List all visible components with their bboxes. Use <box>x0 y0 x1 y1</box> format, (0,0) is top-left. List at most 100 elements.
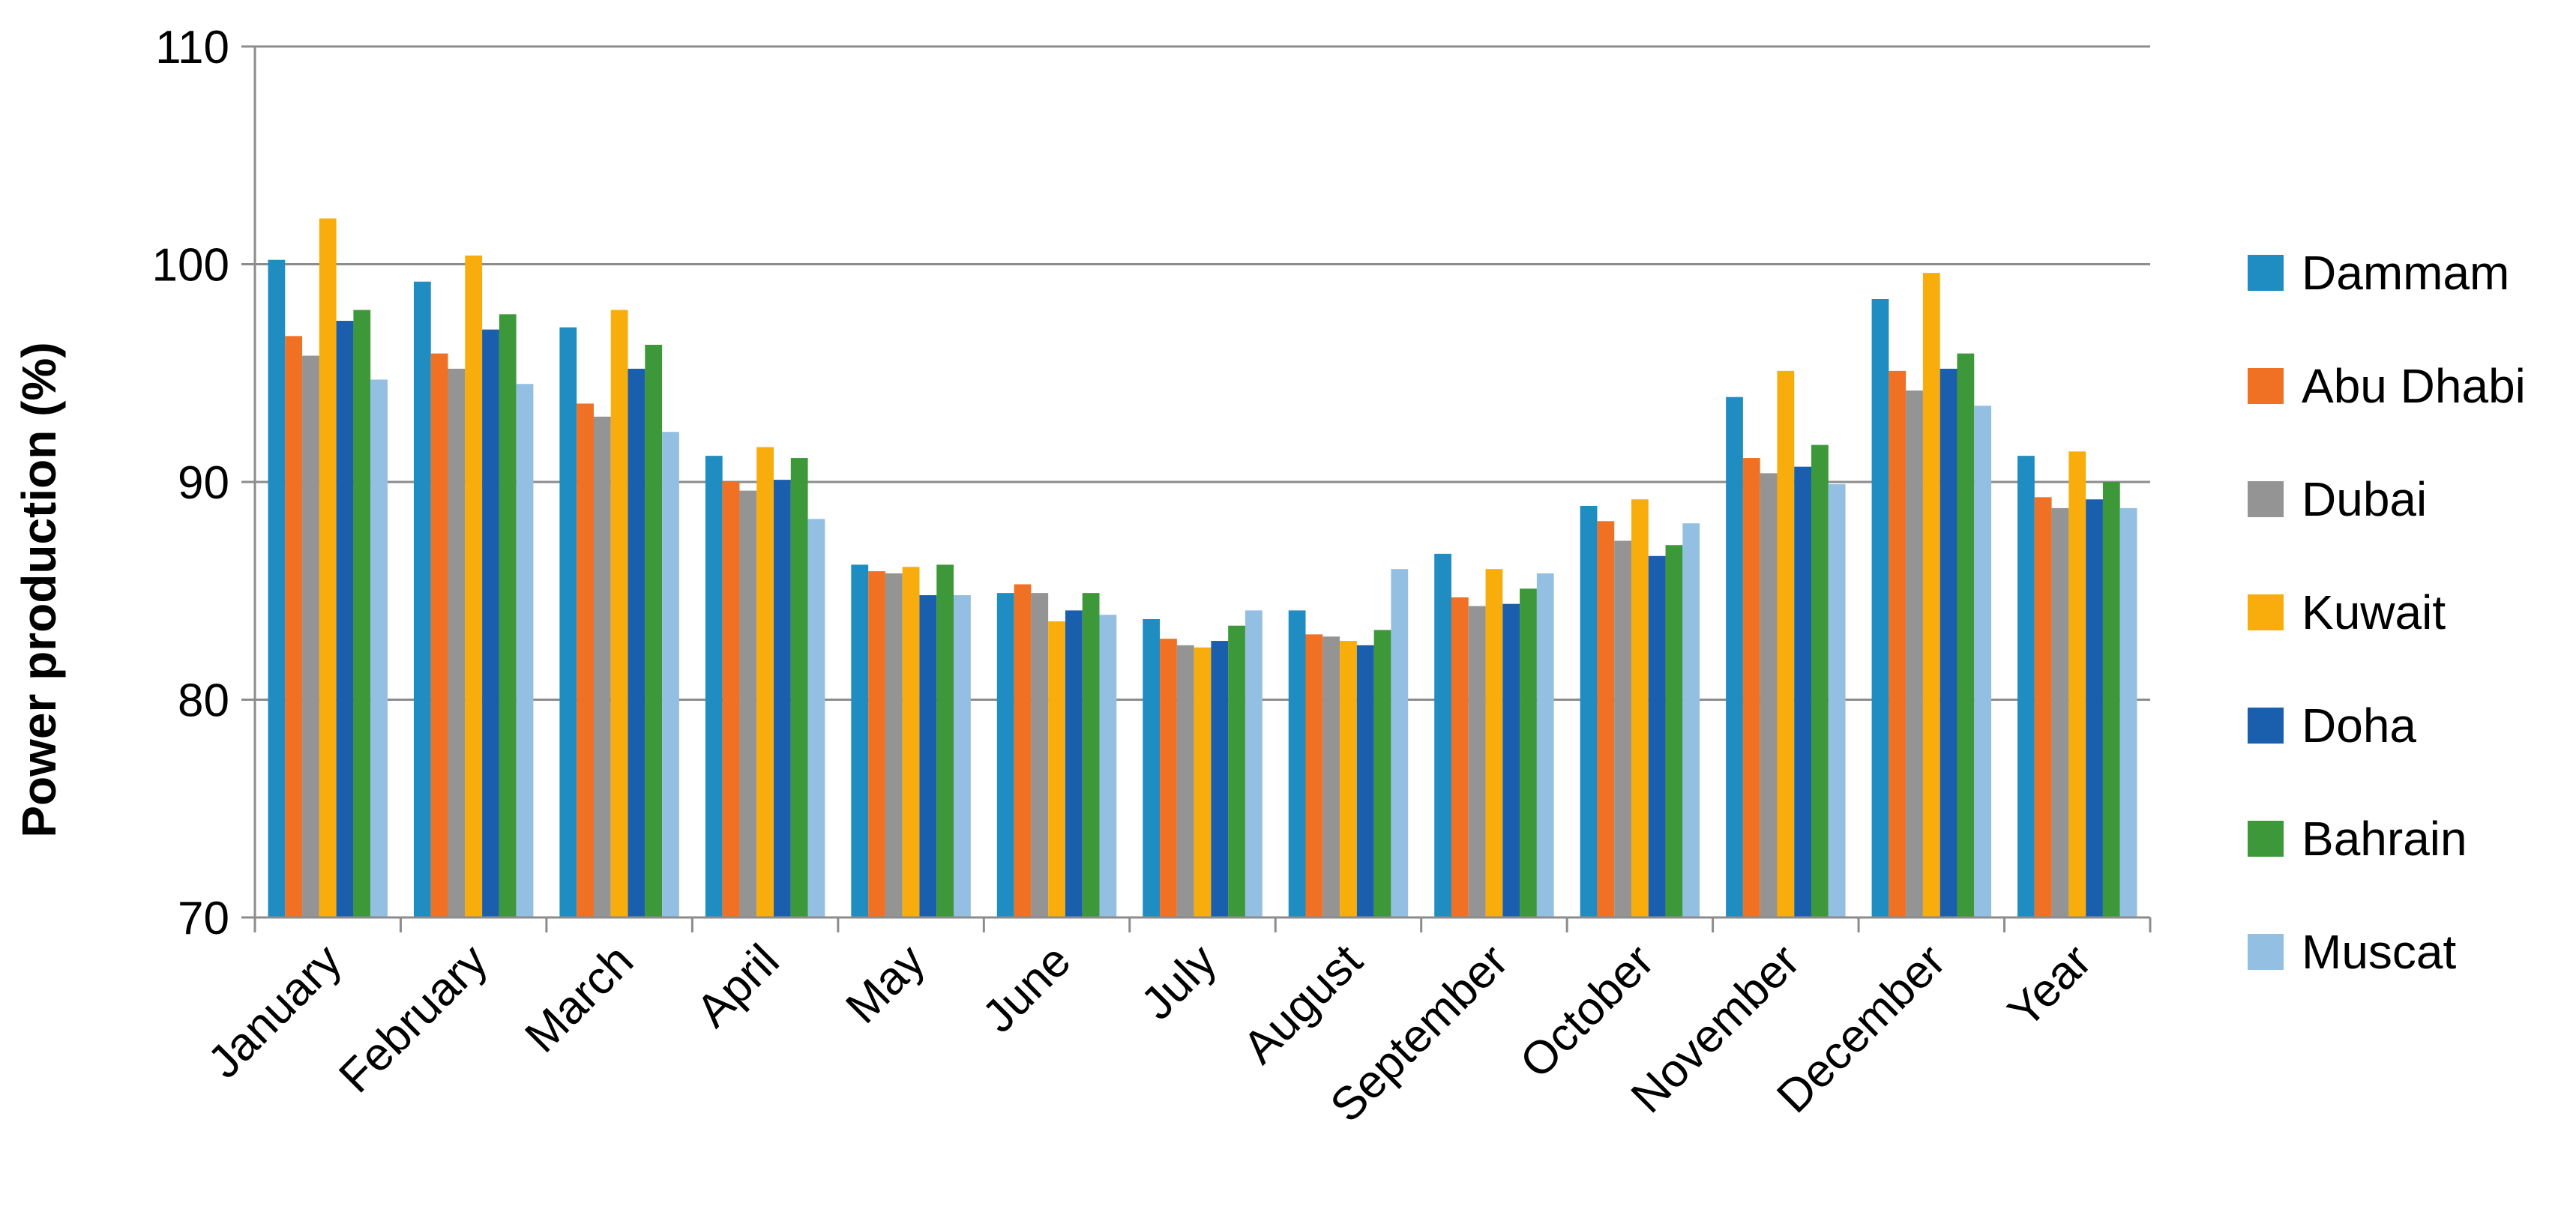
bar-dammam-april <box>705 456 723 917</box>
legend: Dammam Abu Dhabi Dubai Kuwait Doha Bahrain Mus… <box>2248 246 2526 979</box>
y-tick-label: 90 <box>178 457 229 509</box>
bar-dammam-november <box>1726 397 1743 917</box>
y-tick-label: 70 <box>178 893 229 944</box>
bar-muscat-may <box>954 595 971 917</box>
x-tick-label: April <box>687 935 789 1037</box>
bar-dubai-february <box>448 368 466 917</box>
bar-abu-dhabi-june <box>1014 584 1032 917</box>
bar-dammam-february <box>413 281 431 917</box>
bar-bahrain-december <box>1957 353 1975 918</box>
bar-doha-january <box>336 321 354 917</box>
bar-doha-march <box>628 368 645 917</box>
x-tick-label: July <box>1131 935 1227 1030</box>
y-axis-label: Power production (%) <box>12 342 66 837</box>
x-tick-label: October <box>1511 935 1664 1088</box>
bar-kuwait-year <box>2068 451 2086 917</box>
bar-abu-dhabi-november <box>1742 458 1760 917</box>
bar-dubai-october <box>1614 540 1631 917</box>
y-tick-labels: 70 80 90 100 110 <box>152 22 229 944</box>
bar-doha-august <box>1356 645 1374 918</box>
bar-muscat-december <box>1974 406 1992 917</box>
bar-kuwait-october <box>1631 499 1649 917</box>
legend-swatch <box>2248 594 2284 630</box>
bar-dammam-june <box>996 593 1014 917</box>
bar-dubai-january <box>302 355 319 917</box>
bar-bahrain-may <box>936 564 954 917</box>
bar-bahrain-october <box>1665 545 1683 917</box>
bar-kuwait-march <box>610 310 628 917</box>
bars <box>268 218 2137 918</box>
bar-doha-year <box>2086 499 2103 917</box>
bar-kuwait-september <box>1485 569 1503 917</box>
legend-swatch <box>2248 708 2284 744</box>
bar-abu-dhabi-april <box>722 482 740 917</box>
bar-abu-dhabi-january <box>285 336 303 917</box>
bar-bahrain-november <box>1811 444 1829 917</box>
bar-muscat-august <box>1391 569 1409 917</box>
bar-doha-may <box>919 595 937 917</box>
x-tick-label: February <box>329 935 497 1103</box>
y-tick-label: 80 <box>178 675 229 727</box>
bar-kuwait-august <box>1340 641 1357 917</box>
x-tick-label: June <box>973 935 1081 1043</box>
legend-label: Bahrain <box>2302 812 2467 866</box>
bar-abu-dhabi-september <box>1451 597 1469 917</box>
bar-abu-dhabi-march <box>577 403 594 917</box>
bar-doha-june <box>1065 610 1083 917</box>
legend-label: Abu Dhabi <box>2302 359 2526 413</box>
bar-muscat-june <box>1099 615 1117 917</box>
bar-dubai-may <box>885 573 903 917</box>
bar-dammam-august <box>1288 610 1306 917</box>
bar-muscat-october <box>1682 523 1700 917</box>
legend-label: Doha <box>2302 699 2416 753</box>
bar-abu-dhabi-december <box>1889 370 1907 918</box>
bar-kuwait-december <box>1922 273 1940 917</box>
bar-bahrain-february <box>499 314 517 917</box>
bar-muscat-year <box>2119 507 2137 917</box>
bar-dammam-july <box>1143 619 1161 917</box>
bar-kuwait-july <box>1194 647 1212 917</box>
bar-muscat-april <box>807 519 825 917</box>
bar-kuwait-june <box>1048 621 1065 917</box>
bar-kuwait-april <box>756 447 774 917</box>
bar-kuwait-november <box>1777 370 1795 918</box>
bar-dubai-september <box>1468 606 1486 917</box>
legend-swatch <box>2248 255 2284 291</box>
bar-muscat-march <box>662 432 679 917</box>
bar-dubai-december <box>1906 390 1923 917</box>
bar-doha-november <box>1794 466 1812 917</box>
bar-bahrain-march <box>645 344 663 917</box>
bar-kuwait-may <box>902 567 920 917</box>
legend-swatch <box>2248 481 2284 517</box>
bar-dubai-march <box>593 416 611 917</box>
bar-abu-dhabi-july <box>1160 639 1177 917</box>
bar-abu-dhabi-august <box>1305 634 1323 917</box>
bar-dubai-year <box>2051 507 2069 917</box>
bar-kuwait-february <box>465 255 483 917</box>
y-tick-label: 100 <box>152 240 229 292</box>
bar-bahrain-april <box>790 458 808 917</box>
bar-dubai-july <box>1176 645 1194 918</box>
bar-dubai-april <box>739 490 757 917</box>
legend-label: Dubai <box>2302 472 2427 526</box>
x-tick-label: Year <box>1998 935 2101 1037</box>
bar-dubai-june <box>1031 593 1049 917</box>
bar-muscat-january <box>370 379 388 918</box>
axes <box>253 46 2152 932</box>
bar-abu-dhabi-may <box>868 571 885 917</box>
bar-dammam-december <box>1871 298 1889 918</box>
bar-abu-dhabi-year <box>2034 497 2052 917</box>
legend-label: Dammam <box>2302 246 2509 300</box>
bar-doha-october <box>1648 555 1666 917</box>
bar-dammam-year <box>2017 456 2035 917</box>
x-tick-label: May <box>836 935 935 1034</box>
bar-bahrain-january <box>353 310 371 917</box>
bar-muscat-september <box>1536 573 1554 917</box>
bar-bahrain-june <box>1082 593 1100 917</box>
legend-label: Muscat <box>2302 925 2457 979</box>
bar-dammam-january <box>268 259 286 917</box>
bar-dubai-august <box>1322 636 1340 917</box>
x-tick-label: March <box>515 935 643 1063</box>
